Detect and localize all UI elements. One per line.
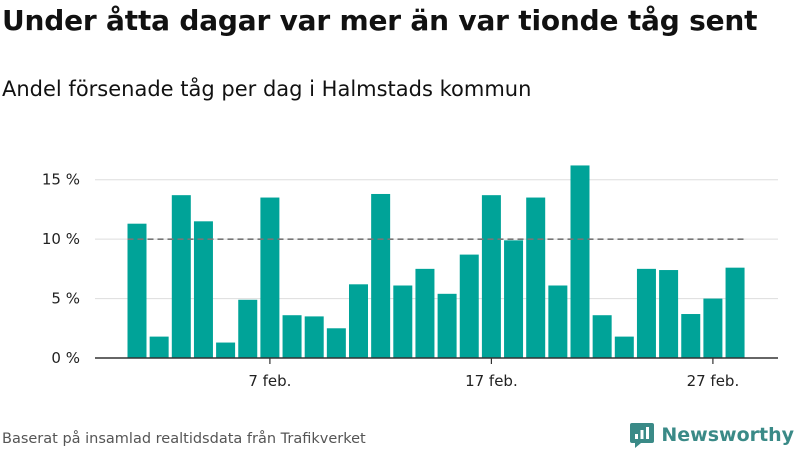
chart-title: Under åtta dagar var mer än var tionde t… xyxy=(2,4,758,37)
x-tick-label: 17 feb. xyxy=(465,372,518,390)
bar xyxy=(459,254,479,358)
bar xyxy=(659,270,679,358)
bar xyxy=(193,221,213,358)
x-tick-label: 27 feb. xyxy=(687,372,740,390)
bar xyxy=(238,299,258,358)
bar xyxy=(171,195,191,358)
y-tick-label: 15 % xyxy=(42,171,80,189)
bar xyxy=(260,197,280,358)
source-note: Baserat på insamlad realtidsdata från Tr… xyxy=(2,431,366,447)
y-tick-label: 10 % xyxy=(42,230,80,248)
x-axis-ticks: 7 feb. 17 feb. 27 feb. xyxy=(248,358,739,390)
bar xyxy=(415,268,435,358)
bar xyxy=(504,240,524,358)
y-axis-tick-labels: 0 % 5 % 10 % 15 % xyxy=(42,171,80,367)
newsworthy-logo: Newsworthy xyxy=(629,420,794,450)
newsworthy-logo-icon xyxy=(630,423,655,448)
y-tick-label: 0 % xyxy=(51,349,80,367)
y-tick-label: 5 % xyxy=(51,290,80,308)
bar xyxy=(127,223,147,358)
bar-chart: 0 % 5 % 10 % 15 % 7 feb. 17 feb. 27 feb. xyxy=(42,165,778,390)
x-tick-label: 7 feb. xyxy=(248,372,291,390)
chart-subtitle: Andel försenade tåg per dag i Halmstads … xyxy=(2,77,532,101)
bar xyxy=(703,298,723,358)
bar xyxy=(326,328,346,358)
bar xyxy=(725,267,745,358)
bar xyxy=(282,315,302,358)
bar xyxy=(393,285,413,358)
bar xyxy=(349,284,368,358)
bar xyxy=(681,314,701,358)
bar xyxy=(216,342,236,358)
bar xyxy=(481,195,501,358)
bar xyxy=(592,315,612,358)
bar xyxy=(614,336,634,358)
bar xyxy=(304,316,324,358)
bars xyxy=(127,165,745,358)
bar xyxy=(149,336,169,358)
bar xyxy=(371,193,391,358)
bar xyxy=(437,293,457,358)
bar xyxy=(548,285,568,358)
bar xyxy=(526,197,546,358)
bar xyxy=(636,268,656,358)
bar xyxy=(570,165,590,358)
brand-name: Newsworthy xyxy=(661,424,794,446)
